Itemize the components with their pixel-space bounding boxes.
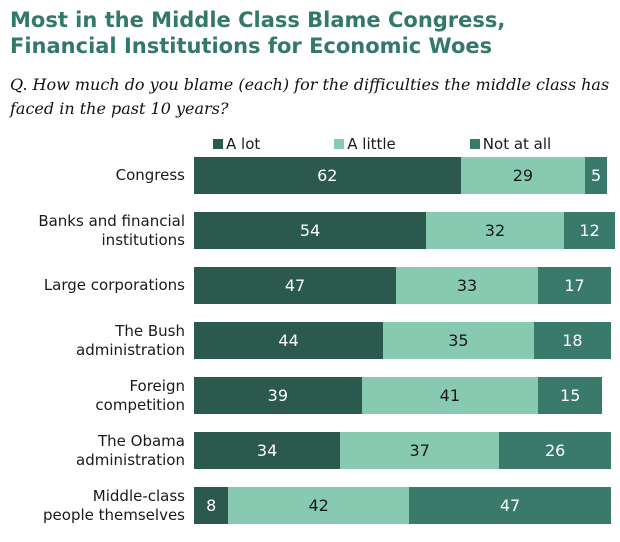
bar-segment-a-little: 33 [396, 267, 538, 305]
legend-label: A lot [226, 135, 261, 154]
legend-swatch-a-lot-icon [213, 139, 223, 150]
legend-label: A little [347, 135, 396, 154]
legend-item-not-at-all: Not at all [469, 135, 552, 154]
bar-segment-not-at-all: 15 [537, 377, 603, 415]
bar: 62 29 5 [194, 157, 620, 195]
bar: 8 42 47 [194, 487, 620, 525]
bar-segment-a-little: 37 [340, 432, 500, 470]
survey-question: Q. How much do you blame (each) for the … [10, 75, 610, 119]
chart-legend: A lot A little Not at all [213, 135, 616, 153]
bar-segment-not-at-all: 5 [585, 157, 607, 195]
chart-row-congress: Congress 62 29 5 [10, 157, 616, 195]
chart-row-large-corporations: Large corporations 47 33 17 [10, 267, 616, 305]
legend-item-a-little: A little [334, 135, 396, 153]
chart-title: Most in the Middle Class Blame Congress,… [10, 8, 506, 58]
legend-label: Not at all [482, 135, 552, 154]
bar: 47 33 17 [194, 267, 620, 305]
bar-segment-a-little: 35 [383, 322, 534, 360]
legend-item-a-lot: A lot [213, 135, 260, 153]
bar-segment-a-lot: 47 [194, 267, 397, 305]
bar-segment-a-lot: 34 [194, 432, 341, 470]
chart-row-foreign-competition: Foreign competition 39 41 15 [10, 376, 616, 415]
stacked-bar-chart: Congress 62 29 5 Banks and financial ins… [10, 157, 616, 525]
bar-segment-a-little: 41 [361, 377, 538, 415]
bar-segment-a-lot: 54 [194, 212, 427, 250]
bar-segment-a-little: 32 [426, 212, 564, 250]
bar-segment-not-at-all: 26 [499, 432, 612, 470]
row-label: Large corporations [43, 276, 185, 295]
chart-row-banks: Banks and financial institutions 54 32 1… [10, 211, 616, 250]
row-label: Banks and financial institutions [38, 211, 185, 249]
legend-swatch-a-little-icon [334, 139, 345, 150]
bar: 39 41 15 [194, 377, 620, 415]
bar-segment-a-lot: 44 [194, 322, 384, 360]
bar-segment-not-at-all: 18 [533, 322, 612, 360]
bar: 34 37 26 [194, 432, 620, 470]
bar-segment-a-little: 42 [228, 487, 409, 525]
chart-row-bush-administration: The Bush administration 44 35 18 [10, 321, 616, 360]
bar-segment-a-lot: 8 [194, 487, 229, 525]
chart-row-obama-administration: The Obama administration 34 37 26 [10, 431, 616, 470]
bar: 54 32 12 [194, 212, 620, 250]
row-label: The Obama administration [76, 431, 185, 469]
bar: 44 35 18 [194, 322, 620, 360]
bar-segment-a-lot: 62 [194, 157, 461, 195]
bar-segment-a-little: 29 [460, 157, 586, 195]
row-label: Foreign competition [95, 376, 185, 414]
row-label: The Bush administration [76, 321, 185, 359]
bar-segment-not-at-all: 47 [408, 487, 612, 525]
bar-segment-not-at-all: 12 [563, 212, 616, 250]
bar-segment-not-at-all: 17 [537, 267, 612, 305]
chart-row-middle-class-themselves: Middle-class people themselves 8 42 47 [10, 486, 616, 525]
row-label: Middle-class people themselves [43, 486, 185, 524]
row-label: Congress [115, 166, 185, 185]
legend-swatch-not-at-all-icon [469, 139, 480, 150]
bar-segment-a-lot: 39 [194, 377, 362, 415]
